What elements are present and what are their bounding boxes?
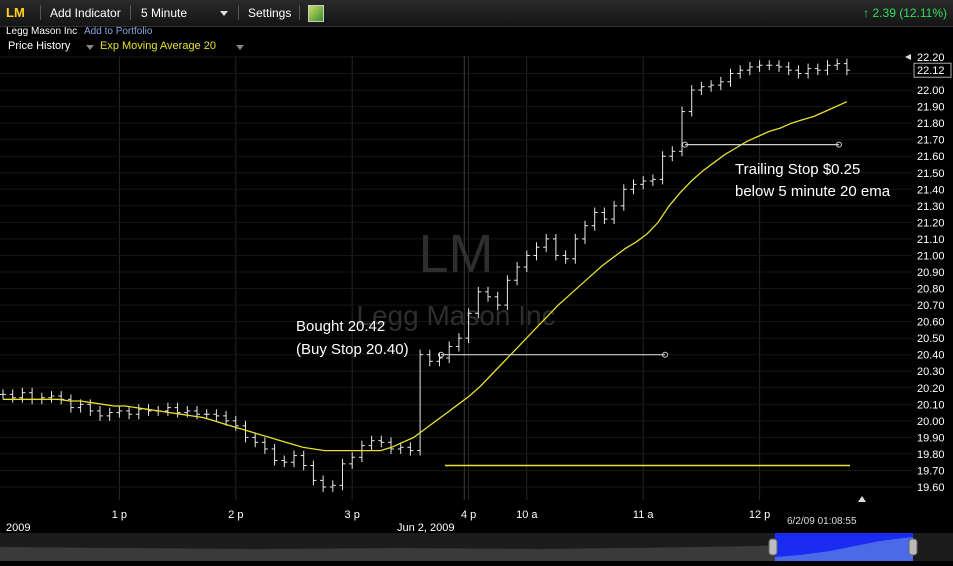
y-tick-label: 21.10 [917,234,945,246]
y-tick-label: 19.70 [917,465,945,477]
trailing-annotation-line2: below 5 minute 20 ema [735,183,891,200]
x-tick-label: 4 p [461,509,476,521]
add-to-portfolio-link[interactable]: Add to Portfolio [84,26,153,37]
price-marker-arrow-icon [905,54,911,60]
y-tick-label: 19.60 [917,482,945,494]
chart-type-icon[interactable] [308,5,324,22]
x-tick-label: 1 p [112,509,127,521]
navigator-sparkline [0,533,918,561]
scroll-up-arrow-icon [858,496,866,502]
buy-stop-end-marker [662,351,668,358]
y-tick-label: 21.00 [917,250,945,262]
trailing-stop-start-marker [682,141,688,148]
trailing-stop-end-marker [836,141,842,148]
y-tick-label: 21.30 [917,201,945,213]
y-tick-label: 20.80 [917,284,945,296]
navigator-history-area [0,545,775,561]
y-tick-label: 20.50 [917,333,945,345]
price-history-legend[interactable]: Price History [8,40,71,52]
time-navigator[interactable] [0,533,953,561]
toolbar-separator [299,5,300,20]
watermark-name: Legg Mason Inc [356,300,555,331]
y-tick-label: 20.20 [917,383,945,395]
add-indicator-button[interactable]: Add Indicator [50,6,121,20]
x-tick-label: 3 p [345,509,360,521]
y-tick-label: 20.00 [917,416,945,428]
interval-select[interactable]: 5 Minute [141,6,188,20]
toolbar-separator [238,5,239,20]
y-tick-label: 20.90 [917,267,945,279]
ema-legend[interactable]: Exp Moving Average 20 [100,40,216,52]
ema-chevron-down-icon[interactable] [236,45,244,50]
ticker-symbol[interactable]: LM [6,5,25,20]
x-tick-label: 10 a [516,509,538,521]
y-tick-label: 22.00 [917,85,945,97]
y-tick-label: 21.70 [917,135,945,147]
y-tick-label: 20.10 [917,399,945,411]
x-tick-label: 12 p [749,509,770,521]
watermark-symbol: LM [418,224,493,284]
toolbar: LM Add Indicator 5 Minute Settings ↑ 2.3… [0,0,953,27]
navigator-right-handle[interactable] [908,538,918,556]
y-tick-label: 20.60 [917,317,945,329]
buy-annotation-line1: Bought 20.42 [296,318,385,335]
y-tick-label: 20.70 [917,300,945,312]
settings-button[interactable]: Settings [248,6,292,20]
y-tick-label: 21.40 [917,184,945,196]
x-tick-label: 11 a [633,509,654,521]
x-date-session: Jun 2, 2009 [397,522,455,533]
y-tick-label: 19.80 [917,449,945,461]
y-tick-label: 20.30 [917,366,945,378]
y-tick-label: 21.20 [917,217,945,229]
navigator-left-handle[interactable] [768,538,778,556]
x-tick-label: 2 p [228,509,243,521]
y-tick-label: 21.90 [917,102,945,114]
current-price-label: 22.12 [917,65,945,77]
ema-line [3,101,848,452]
toolbar-separator [40,5,41,20]
interval-chevron-down-icon[interactable] [220,11,228,16]
timestamp-label: 6/2/09 01:08:55 [787,516,857,527]
navigator-selection-sparkline [775,537,913,561]
x-date-left: 2009 [6,522,30,533]
current-price-box [913,62,952,78]
y-tick-label: 21.60 [917,151,945,163]
y-tick-label: 21.80 [917,118,945,130]
buy-stop-start-marker [438,351,444,358]
company-name: Legg Mason Inc [6,26,78,37]
trailing-annotation-line1: Trailing Stop $0.25 [735,161,860,178]
price-history-chevron-down-icon[interactable] [86,45,94,50]
y-tick-label: 22.20 [917,52,945,64]
y-tick-label: 19.90 [917,432,945,444]
buy-annotation-line2: (Buy Stop 20.40) [296,341,409,358]
legend-bar [0,27,953,57]
price-change: ↑ 2.39 (12.11%) [863,6,947,20]
toolbar-separator [130,5,131,20]
y-tick-label: 20.40 [917,350,945,362]
y-tick-label: 21.50 [917,168,945,180]
